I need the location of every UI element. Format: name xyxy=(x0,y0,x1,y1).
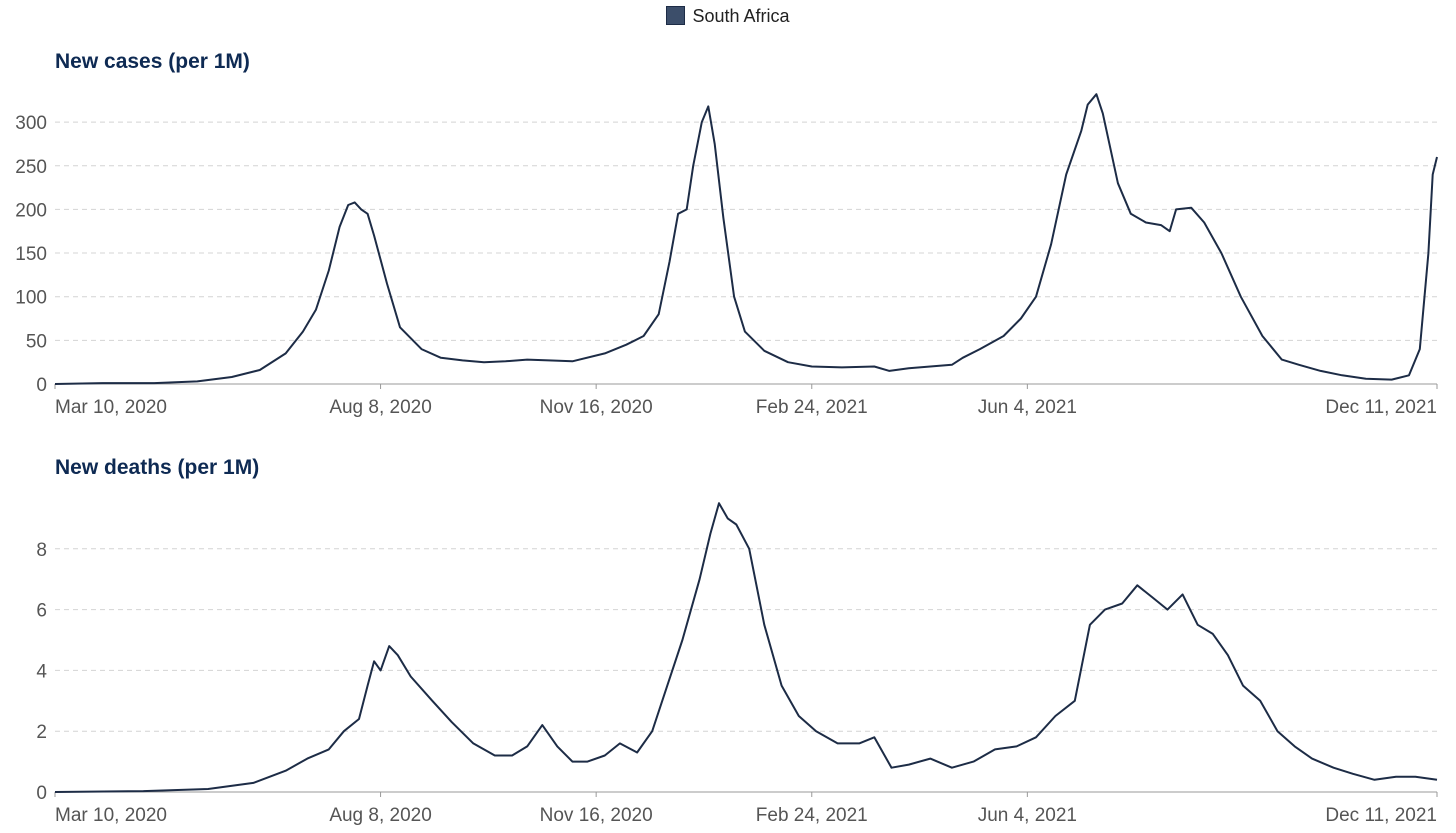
cases-y-tick-label: 50 xyxy=(26,331,47,352)
deaths-y-tick-label: 8 xyxy=(36,540,47,561)
cases-x-tick-label: Mar 10, 2020 xyxy=(55,397,167,418)
cases-x-tick-label: Aug 8, 2020 xyxy=(329,397,431,418)
deaths-chart-title: New deaths (per 1M) xyxy=(55,456,260,479)
cases-y-tick-label: 150 xyxy=(15,244,47,265)
deaths-x-tick-label: Jun 4, 2021 xyxy=(978,805,1077,826)
deaths-x-tick-label: Dec 11, 2021 xyxy=(1325,805,1437,826)
chart-legend[interactable]: South Africa xyxy=(0,6,1456,27)
cases-x-tick-label: Dec 11, 2021 xyxy=(1325,397,1437,418)
cases-x-tick-label: Jun 4, 2021 xyxy=(978,397,1077,418)
cases-y-tick-label: 100 xyxy=(15,288,47,309)
cases-chart-title: New cases (per 1M) xyxy=(55,50,250,73)
cases-chart: 0 50 100 150 200 250 300 Mar 10, 2020 Aug 8, 202… xyxy=(15,93,1438,418)
cases-x-tick-label: Nov 16, 2020 xyxy=(540,397,653,418)
cases-y-tick-label: 250 xyxy=(15,157,47,178)
deaths-x-tick-label: Aug 8, 2020 xyxy=(329,805,431,826)
deaths-x-tick-label: Feb 24, 2021 xyxy=(756,805,868,826)
deaths-x-tick-label: Nov 16, 2020 xyxy=(540,805,653,826)
deaths-y-tick-label: 0 xyxy=(36,783,47,804)
deaths-y-tick-label: 4 xyxy=(36,661,47,682)
deaths-x-tick-label: Mar 10, 2020 xyxy=(55,805,167,826)
deaths-series-line xyxy=(54,502,1438,793)
deaths-chart: 0 2 4 6 8 Mar 10, 2020 Aug 8, 2020 Nov 16, 2020… xyxy=(36,502,1438,826)
cases-x-tick-label: Feb 24, 2021 xyxy=(756,397,868,418)
legend-label: South Africa xyxy=(692,6,790,26)
deaths-y-tick-label: 2 xyxy=(36,722,47,743)
cases-y-tick-label: 200 xyxy=(15,200,47,221)
cases-y-tick-label: 0 xyxy=(36,375,47,396)
cases-y-tick-label: 300 xyxy=(15,113,47,134)
cases-series-line xyxy=(54,93,1438,385)
deaths-y-tick-label: 6 xyxy=(36,601,47,622)
legend-swatch xyxy=(666,6,686,25)
